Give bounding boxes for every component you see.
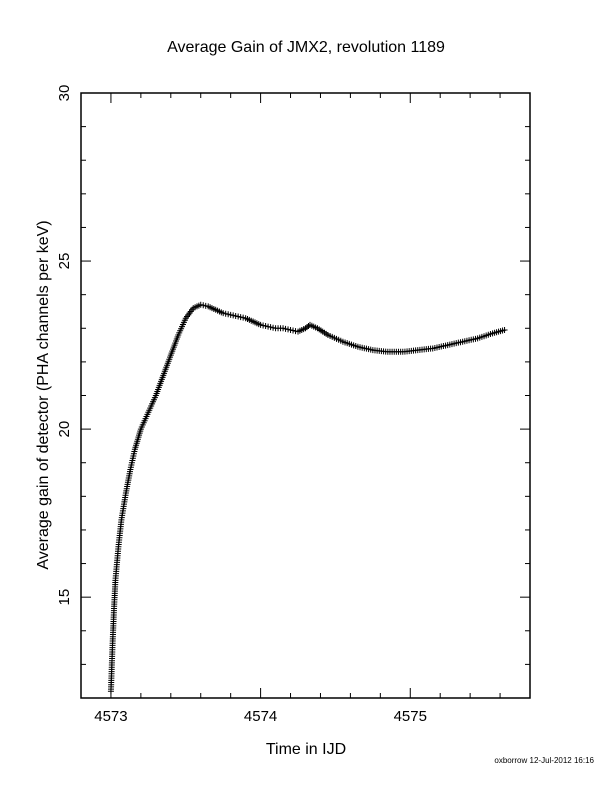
x-axis-label: Time in IJD bbox=[266, 741, 346, 758]
credit-line: oxborrow 12-Jul-2012 16:16 bbox=[494, 756, 594, 765]
y-tick-label: 30 bbox=[56, 85, 73, 102]
y-tick-label: 15 bbox=[56, 589, 73, 606]
x-tick-label: 4574 bbox=[244, 708, 277, 725]
data-point bbox=[501, 326, 508, 333]
y-axis-label: Average gain of detector (PHA channels p… bbox=[35, 220, 52, 569]
plot-frame bbox=[80, 92, 531, 699]
y-tick-label: 20 bbox=[56, 421, 73, 438]
tick-labels: 4573 4574 4575 15 20 25 30 bbox=[56, 85, 427, 725]
x-tick-label: 4573 bbox=[94, 708, 127, 725]
axis-ticks bbox=[80, 92, 531, 699]
data-points bbox=[107, 301, 508, 695]
x-tick-label: 4575 bbox=[394, 708, 427, 725]
chart-title: Average Gain of JMX2, revolution 1189 bbox=[167, 39, 445, 56]
y-tick-label: 25 bbox=[56, 253, 73, 270]
